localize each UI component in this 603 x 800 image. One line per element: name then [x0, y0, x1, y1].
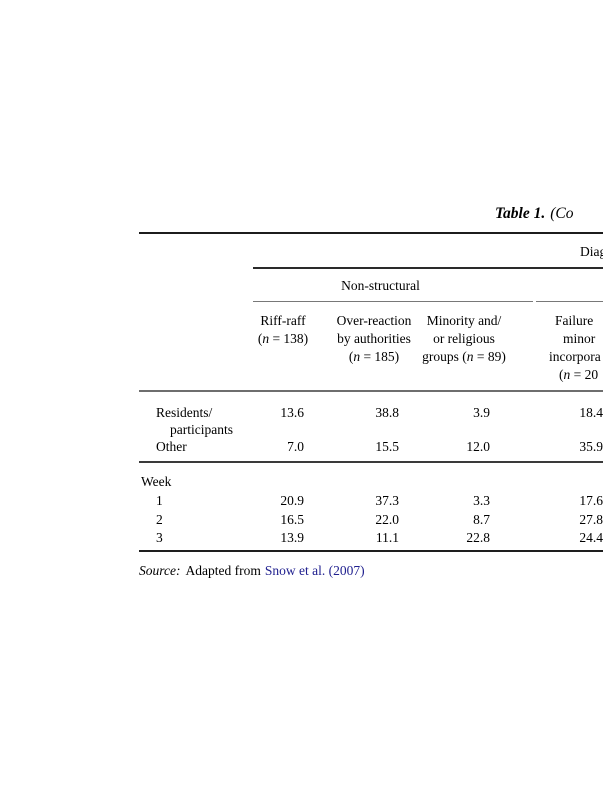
- column-header-line: groups (n = 89): [422, 349, 506, 364]
- column-header-failure-line3: incorpora: [549, 349, 601, 364]
- cell-value: 13.6: [280, 405, 304, 420]
- column-header-line: (n = 138): [257, 331, 309, 346]
- table-caption: Table 1. (Co: [495, 205, 573, 223]
- column-header-line: Riff-raff: [260, 313, 306, 328]
- source-note: Source: Adapted from Snow et al. (2007): [139, 562, 365, 580]
- column-header-failure-line4: (n = 20: [559, 367, 599, 382]
- column-header-line: or religious: [433, 331, 495, 346]
- cell-value: 3.9: [473, 405, 490, 420]
- cell-value: 12.0: [466, 439, 490, 454]
- spanner-label-diagnostic: Diag: [580, 244, 603, 259]
- column-header-over-reaction: Over-reaction by authorities (n = 185): [329, 312, 419, 366]
- row-label: 3: [156, 530, 163, 545]
- table-bottom-rule: [139, 550, 603, 552]
- table-row-other: Other 7.0 15.5 12.0 35.9: [0, 438, 603, 456]
- section-divider-rule: [139, 461, 603, 463]
- column-header-line: Over-reaction: [336, 313, 412, 328]
- cell-value: 16.5: [280, 512, 304, 527]
- cell-value: 38.8: [375, 405, 399, 420]
- header-bottom-rule: [139, 390, 603, 392]
- cell-value: 11.1: [375, 530, 399, 545]
- table-caption-continued: (Co: [550, 205, 574, 222]
- cell-value: 13.9: [280, 530, 304, 545]
- cell-value: 3.3: [473, 493, 490, 508]
- row-label: 1: [156, 493, 163, 508]
- column-header-line: Minority and/: [426, 313, 502, 328]
- cell-value: 37.3: [375, 493, 399, 508]
- table-caption-number: Table 1.: [495, 205, 546, 222]
- cell-value: 22.8: [466, 530, 490, 545]
- cell-value: 27.8: [579, 512, 603, 527]
- table-top-rule: [139, 232, 603, 234]
- cell-value: 20.9: [280, 493, 304, 508]
- spanner-label-nonstructural: Non-structural: [341, 278, 420, 293]
- cell-value: 18.4: [579, 405, 603, 420]
- row-label: 2: [156, 512, 163, 527]
- column-header-failure-line2: minor: [563, 331, 596, 346]
- table-row-week-header: Week: [0, 473, 603, 491]
- cell-value: 24.4: [579, 530, 603, 545]
- table-row-week-1: 1 20.9 37.3 3.3 17.6: [0, 492, 603, 510]
- column-header-riff-raff: Riff-raff (n = 138): [248, 312, 318, 348]
- column-header-failure-line1: Failure: [555, 313, 594, 328]
- column-header-line: (n = 185): [348, 349, 400, 364]
- cell-value: 17.6: [579, 493, 603, 508]
- row-label: Week: [141, 474, 172, 489]
- row-label: Residents/: [156, 405, 213, 420]
- table-row-residents: Residents/ 13.6 38.8 3.9 18.4: [0, 404, 603, 422]
- cell-value: 7.0: [287, 439, 304, 454]
- spanner-rule-diagnostic: [253, 267, 603, 269]
- column-header-minority-groups: Minority and/ or religious groups (n = 8…: [417, 312, 511, 366]
- cell-value: 35.9: [579, 439, 603, 454]
- source-text: Adapted from: [185, 563, 261, 578]
- cell-value: 8.7: [473, 512, 490, 527]
- cell-value: 22.0: [375, 512, 399, 527]
- spanner-rule-nonstructural: [253, 301, 533, 302]
- spanner-rule-right-group: [536, 301, 603, 302]
- source-label: Source:: [139, 563, 181, 578]
- table-row-week-2: 2 16.5 22.0 8.7 27.8: [0, 511, 603, 529]
- cell-value: 15.5: [375, 439, 399, 454]
- column-header-line: by authorities: [337, 331, 411, 346]
- citation-link[interactable]: Snow et al. (2007): [264, 563, 365, 578]
- row-label: Other: [156, 439, 187, 454]
- row-label-wrap: participants: [170, 422, 233, 437]
- table-row-week-3: 3 13.9 11.1 22.8 24.4: [0, 529, 603, 547]
